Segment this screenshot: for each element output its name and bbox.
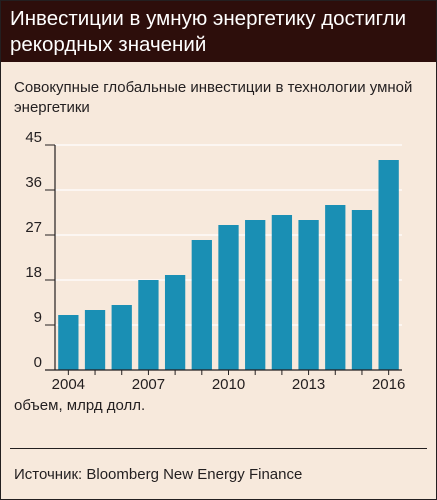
- bar-2006: [111, 305, 132, 370]
- x-tick-label: 2004: [52, 376, 85, 393]
- chart-title: Инвестиции в умную энергетику достигли р…: [10, 7, 407, 56]
- bar-2007: [138, 280, 159, 370]
- bar-2009: [191, 240, 212, 370]
- bar-2014: [325, 205, 346, 370]
- bar-2013: [298, 220, 319, 370]
- bar-2015: [351, 210, 373, 370]
- x-tick-label: 2013: [292, 376, 325, 393]
- x-tick-label: 2016: [372, 376, 405, 393]
- source-divider: [10, 448, 427, 449]
- y-tick-label: 27: [25, 219, 42, 236]
- bar-2005: [84, 310, 106, 370]
- bar-2004: [58, 315, 79, 370]
- y-tick-label: 0: [34, 354, 42, 371]
- title-banner: Инвестиции в умную энергетику достигли р…: [0, 0, 437, 62]
- bar-2010: [218, 225, 239, 370]
- y-tick-label: 9: [34, 309, 42, 326]
- x-tick-label: 2007: [132, 376, 165, 393]
- chart-subtitle: Совокупные глобальные инвестиции в техно…: [14, 79, 413, 116]
- bar-2008: [164, 275, 186, 370]
- bar-chart: 0 9 18 27 36 45 2004 2007 2010 2013 2016: [25, 129, 405, 393]
- bar-2012: [271, 215, 293, 370]
- bar-2011: [245, 220, 266, 370]
- y-tick-label: 36: [25, 174, 42, 191]
- x-tick-label: 2010: [212, 376, 245, 393]
- source-note: Источник: Bloomberg New Energy Finance: [14, 466, 303, 483]
- y-tick-label: 45: [25, 129, 42, 146]
- bar-2016: [378, 160, 399, 370]
- y-unit-label: объем, млрд долл.: [14, 397, 146, 414]
- y-tick-label: 18: [25, 264, 42, 281]
